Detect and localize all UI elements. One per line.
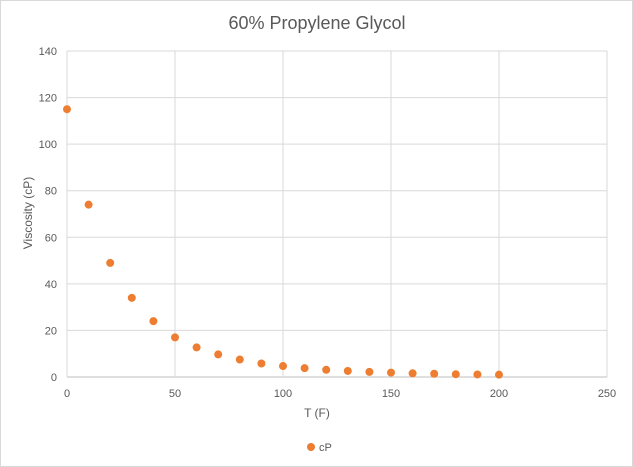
x-tick-label: 200 bbox=[490, 388, 508, 400]
data-point bbox=[430, 369, 439, 378]
legend: cP bbox=[307, 442, 332, 454]
data-point bbox=[300, 364, 309, 373]
y-tick-label: 60 bbox=[45, 232, 57, 244]
data-point bbox=[387, 368, 395, 377]
y-tick-label: 40 bbox=[45, 279, 57, 291]
data-point bbox=[171, 333, 179, 342]
y-tick-label: 140 bbox=[39, 46, 57, 58]
legend-marker bbox=[307, 443, 315, 451]
data-point bbox=[235, 355, 244, 364]
data-point bbox=[408, 369, 417, 378]
y-tick-label: 100 bbox=[39, 139, 57, 151]
y-tick-label: 0 bbox=[51, 372, 57, 384]
data-point bbox=[127, 293, 136, 302]
x-tick-label: 150 bbox=[382, 388, 400, 400]
data-point bbox=[214, 350, 223, 359]
y-axis-label: Viscosity (cP) bbox=[21, 177, 35, 249]
series-cp bbox=[63, 105, 503, 379]
y-axis-ticks: 0 20 40 60 80 100 120 140 bbox=[39, 46, 57, 384]
data-point bbox=[63, 105, 71, 114]
data-point bbox=[343, 366, 352, 375]
data-point bbox=[495, 370, 503, 379]
chart-title: 60% Propylene Glycol bbox=[228, 13, 405, 33]
data-point bbox=[279, 362, 287, 371]
x-tick-label: 0 bbox=[64, 388, 70, 400]
data-point bbox=[257, 359, 266, 368]
grid bbox=[66, 50, 608, 378]
x-axis-label: T (F) bbox=[304, 406, 330, 420]
y-tick-label: 20 bbox=[45, 325, 57, 337]
data-point bbox=[149, 317, 158, 326]
legend-label: cP bbox=[319, 442, 332, 454]
x-tick-label: 100 bbox=[274, 388, 292, 400]
data-point bbox=[473, 370, 482, 379]
data-point bbox=[192, 343, 201, 352]
data-point bbox=[106, 258, 115, 267]
y-tick-label: 120 bbox=[39, 93, 57, 105]
data-point bbox=[365, 367, 374, 376]
data-point bbox=[84, 200, 93, 209]
data-point bbox=[322, 365, 331, 374]
data-point bbox=[451, 370, 460, 379]
x-tick-label: 250 bbox=[598, 388, 616, 400]
x-tick-label: 50 bbox=[169, 388, 181, 400]
y-tick-label: 80 bbox=[45, 186, 57, 198]
x-axis-ticks: 0 50 100 150 200 250 bbox=[64, 388, 616, 400]
